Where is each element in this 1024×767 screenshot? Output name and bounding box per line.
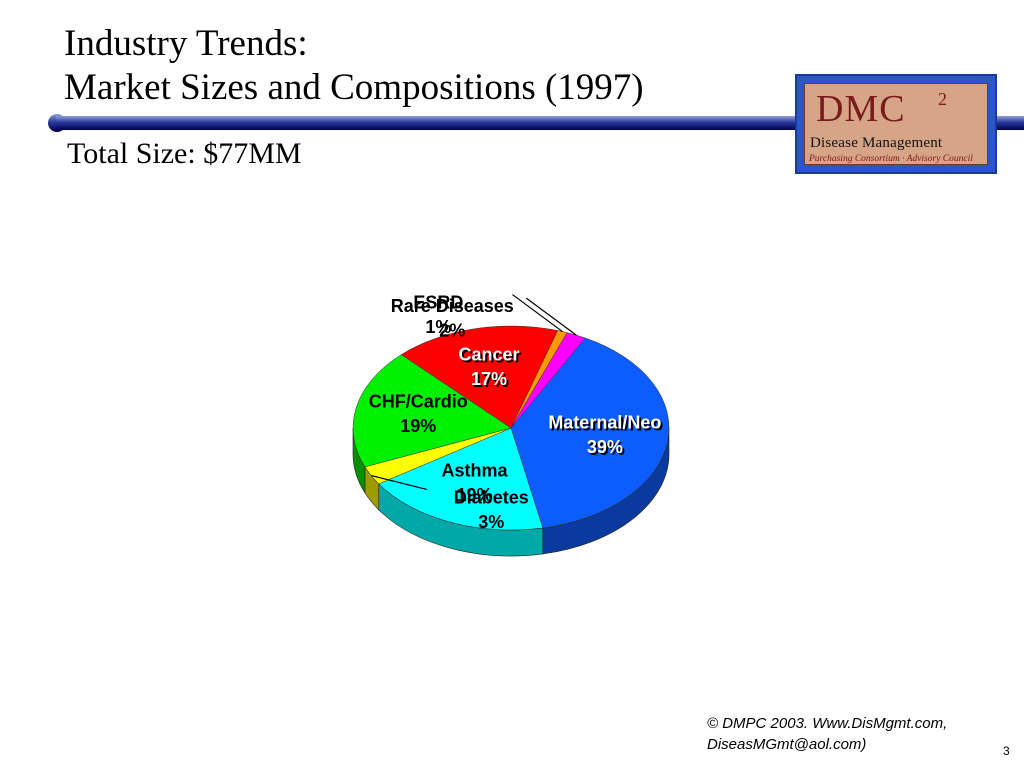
pie-label-chf-cardio-name: CHF/Cardio [369, 391, 468, 411]
footer-line-1: © DMPC 2003. Www.DisMgmt.com, [707, 715, 948, 732]
pie-labels-group: Maternal/NeoMaternal/Neo39%39%Asthma19%D… [369, 293, 664, 532]
page-number: 3 [1003, 744, 1010, 758]
pie-label-maternal-neo-value: 39% [587, 437, 623, 457]
pie-label-cancer-value: 17% [471, 369, 507, 389]
pie-label-shadow-cancer: Cancer [461, 346, 522, 366]
pie-label-shadow-maternal-neo: 39% [589, 439, 625, 459]
pie-label-esrd-value: 1% [425, 317, 451, 337]
pie-label-asthma-value: 19% [457, 485, 493, 505]
pie-label-cancer-name: Cancer [459, 344, 520, 364]
pie-leader-rare-diseases [525, 297, 577, 336]
title-line-2: Market Sizes and Compositions (1997) [64, 67, 644, 108]
slide-title: Industry Trends: Market Sizes and Compos… [64, 22, 644, 110]
pie-slices-group [352, 325, 670, 531]
pie-label-chf-cardio-value: 19% [400, 416, 436, 436]
pie-leader-esrd [512, 294, 563, 333]
title-line-1: Industry Trends: [64, 23, 308, 64]
logo-line-1: Disease Management [810, 135, 943, 151]
pie-slice-chf-cardio [352, 354, 512, 468]
pie-label-diabetes-value: 3% [478, 512, 504, 532]
pie-label-esrd-name: ESRD [413, 293, 463, 313]
pie-slice-maternal-neo [510, 337, 670, 529]
pie-slice-asthma [378, 427, 544, 531]
pie-slice-rare-diseases [510, 332, 586, 429]
copyright-footer: © DMPC 2003. Www.DisMgmt.com, DiseasMGmt… [707, 713, 947, 755]
logo-line-2: Purchasing Consortium · Advisory Council [809, 154, 973, 164]
logo-panel: DMC 2 Disease Management Purchasing Cons… [804, 83, 988, 165]
pie-leader-lines-group [371, 294, 577, 491]
logo-superscript: 2 [938, 89, 947, 109]
footer-line-2: DiseasMGmt@aol.com) [707, 736, 867, 753]
pie-slice-cancer [400, 325, 559, 429]
dmc2-logo: DMC 2 Disease Management Purchasing Cons… [795, 74, 997, 174]
logo-mark: DMC [816, 88, 906, 130]
pie-leader-diabetes [371, 474, 428, 491]
pie-label-rare-diseases-name: Rare Diseases [391, 296, 514, 316]
pie-label-asthma-name: Asthma [442, 461, 509, 481]
pie-label-diabetes-name: Diabetes [454, 488, 529, 508]
total-size-label: Total Size: $77MM [67, 137, 302, 170]
pie-label-shadow-maternal-neo: Maternal/Neo [550, 415, 663, 435]
pie-label-rare-diseases-value: 2% [439, 320, 465, 340]
title-divider [48, 114, 1024, 132]
pie-label-shadow-cancer: 17% [473, 371, 509, 391]
pie-label-maternal-neo-name: Maternal/Neo [548, 413, 661, 433]
pie-depth-group [352, 427, 670, 557]
